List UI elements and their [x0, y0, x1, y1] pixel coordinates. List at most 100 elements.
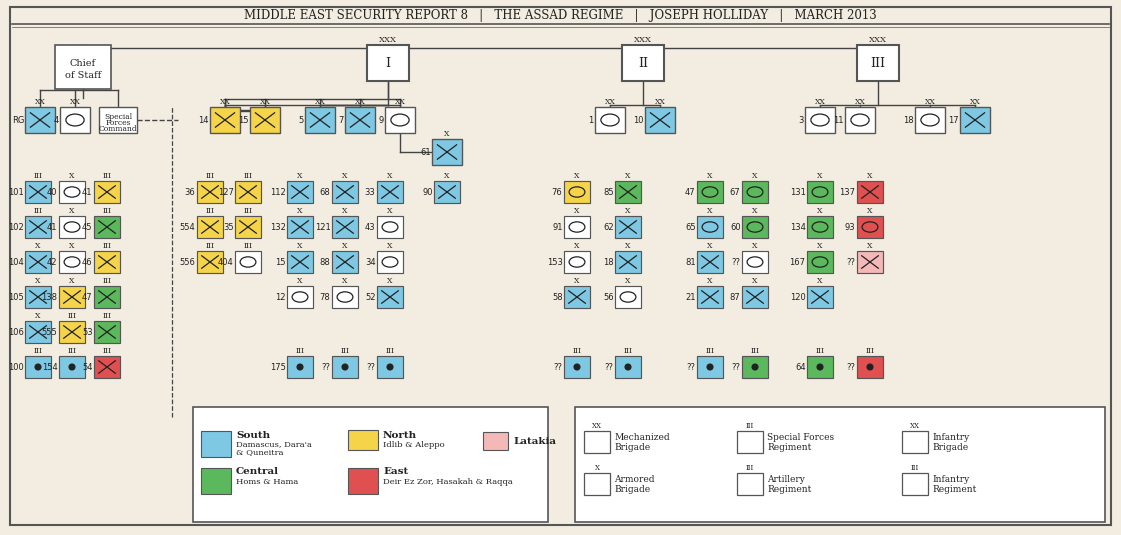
Bar: [856, 251, 883, 273]
Text: X: X: [707, 207, 713, 215]
Text: X: X: [752, 207, 758, 215]
Text: North: North: [383, 432, 417, 440]
Bar: [377, 286, 404, 308]
Text: III: III: [243, 242, 252, 250]
Bar: [332, 356, 358, 378]
Text: XXX: XXX: [869, 36, 887, 44]
Text: X: X: [817, 277, 823, 285]
Text: ??: ??: [686, 363, 695, 371]
Text: 101: 101: [8, 187, 24, 196]
Text: III: III: [243, 172, 252, 180]
Text: 58: 58: [552, 293, 563, 302]
Text: 127: 127: [217, 187, 233, 196]
Text: 18: 18: [902, 116, 914, 125]
Text: X: X: [868, 242, 872, 250]
Text: Brigade: Brigade: [614, 485, 650, 493]
Text: Special: Special: [104, 113, 132, 121]
Text: X: X: [297, 172, 303, 180]
Text: 61: 61: [420, 148, 430, 157]
Bar: [55, 45, 111, 89]
Bar: [856, 45, 899, 81]
Bar: [697, 356, 723, 378]
Text: III: III: [296, 347, 305, 355]
Text: 7: 7: [339, 116, 343, 125]
Bar: [807, 286, 833, 308]
Text: RG: RG: [11, 116, 24, 125]
Text: XX: XX: [70, 98, 81, 106]
Text: 88: 88: [319, 257, 331, 266]
Text: 134: 134: [789, 223, 806, 232]
Text: 104: 104: [8, 257, 24, 266]
Text: 106: 106: [8, 327, 24, 337]
Text: 91: 91: [552, 223, 563, 232]
Text: 120: 120: [790, 293, 806, 302]
Text: 11: 11: [833, 116, 843, 125]
Circle shape: [574, 364, 580, 370]
Text: Special Forces: Special Forces: [767, 432, 834, 441]
Text: X: X: [868, 172, 872, 180]
Text: 35: 35: [223, 223, 233, 232]
Text: X: X: [817, 172, 823, 180]
Text: 102: 102: [8, 223, 24, 232]
Bar: [235, 181, 261, 203]
Bar: [287, 216, 313, 238]
Bar: [377, 181, 404, 203]
Bar: [902, 431, 928, 453]
Text: Command: Command: [99, 125, 138, 133]
Text: III: III: [102, 312, 111, 320]
Text: Mechanized: Mechanized: [614, 432, 669, 441]
Text: X: X: [817, 207, 823, 215]
Text: 34: 34: [364, 257, 376, 266]
Circle shape: [747, 481, 753, 487]
Text: 53: 53: [82, 327, 93, 337]
Bar: [742, 216, 768, 238]
Text: X: X: [297, 277, 303, 285]
Bar: [915, 107, 945, 133]
Bar: [736, 431, 763, 453]
Bar: [59, 286, 85, 308]
Bar: [348, 430, 378, 450]
Bar: [377, 356, 404, 378]
Bar: [287, 181, 313, 203]
Bar: [94, 181, 120, 203]
Bar: [197, 251, 223, 273]
Bar: [615, 216, 641, 238]
Text: Idlib & Aleppo: Idlib & Aleppo: [383, 441, 445, 449]
Text: X: X: [342, 207, 348, 215]
Text: 46: 46: [82, 257, 93, 266]
Text: 556: 556: [179, 257, 195, 266]
Text: 137: 137: [840, 187, 855, 196]
Circle shape: [868, 364, 873, 370]
Text: III: III: [243, 207, 252, 215]
Text: X: X: [388, 242, 392, 250]
Text: 33: 33: [364, 187, 376, 196]
Text: III: III: [67, 312, 76, 320]
Text: III: III: [750, 347, 760, 355]
Text: ??: ??: [367, 363, 376, 371]
Text: 17: 17: [948, 116, 958, 125]
Text: ??: ??: [846, 257, 855, 266]
Bar: [742, 251, 768, 273]
Bar: [25, 286, 50, 308]
Bar: [807, 181, 833, 203]
Text: 45: 45: [82, 223, 93, 232]
Text: 41: 41: [47, 223, 57, 232]
Text: XX: XX: [655, 98, 666, 106]
Bar: [807, 216, 833, 238]
Text: 90: 90: [421, 187, 433, 196]
Text: XX: XX: [910, 422, 920, 430]
Bar: [332, 181, 358, 203]
Text: 76: 76: [552, 187, 563, 196]
Bar: [584, 431, 610, 453]
Text: 67: 67: [730, 187, 741, 196]
Text: Chief: Chief: [70, 58, 96, 67]
Bar: [902, 473, 928, 495]
Text: Latakia: Latakia: [513, 437, 556, 446]
Text: X: X: [626, 207, 631, 215]
Text: South: South: [237, 431, 270, 439]
Text: X: X: [342, 242, 348, 250]
Bar: [856, 356, 883, 378]
Text: 153: 153: [547, 257, 563, 266]
Text: Infantry: Infantry: [932, 432, 970, 441]
Text: & Quneitra: & Quneitra: [237, 448, 284, 456]
